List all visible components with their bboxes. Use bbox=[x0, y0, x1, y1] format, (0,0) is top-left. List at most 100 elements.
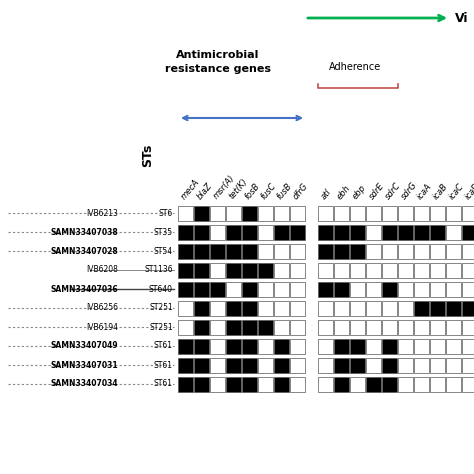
Bar bbox=[210, 301, 226, 316]
Bar bbox=[399, 376, 413, 392]
Bar bbox=[194, 263, 210, 277]
Bar bbox=[430, 225, 446, 239]
Text: icaD: icaD bbox=[463, 181, 474, 201]
Bar bbox=[350, 282, 365, 297]
Bar bbox=[350, 376, 365, 392]
Bar bbox=[399, 282, 413, 297]
Bar bbox=[243, 206, 257, 220]
Bar bbox=[210, 244, 226, 258]
Bar bbox=[274, 338, 290, 354]
Bar bbox=[383, 301, 398, 316]
Bar bbox=[335, 206, 349, 220]
Text: ebh: ebh bbox=[335, 183, 352, 201]
Bar bbox=[447, 301, 462, 316]
Bar bbox=[258, 244, 273, 258]
Bar bbox=[258, 357, 273, 373]
Bar bbox=[335, 376, 349, 392]
Bar bbox=[319, 282, 334, 297]
Bar bbox=[179, 244, 193, 258]
Bar bbox=[210, 263, 226, 277]
Bar bbox=[366, 338, 382, 354]
Bar bbox=[227, 357, 241, 373]
Bar bbox=[463, 206, 474, 220]
Bar bbox=[194, 225, 210, 239]
Text: ST1136: ST1136 bbox=[145, 265, 173, 274]
Bar bbox=[447, 376, 462, 392]
Bar bbox=[350, 338, 365, 354]
Bar bbox=[194, 319, 210, 335]
Bar bbox=[243, 376, 257, 392]
Bar bbox=[414, 319, 429, 335]
Bar bbox=[335, 301, 349, 316]
Bar bbox=[335, 282, 349, 297]
Text: SAMN33407038: SAMN33407038 bbox=[50, 228, 118, 237]
Bar bbox=[430, 301, 446, 316]
Bar bbox=[258, 301, 273, 316]
Bar bbox=[463, 376, 474, 392]
Bar bbox=[335, 263, 349, 277]
Text: ST61: ST61 bbox=[154, 380, 173, 389]
Bar bbox=[350, 319, 365, 335]
Bar bbox=[414, 357, 429, 373]
Bar bbox=[383, 319, 398, 335]
Bar bbox=[227, 244, 241, 258]
Bar bbox=[383, 263, 398, 277]
Bar bbox=[243, 319, 257, 335]
Bar bbox=[274, 263, 290, 277]
Bar bbox=[319, 244, 334, 258]
Text: Vi: Vi bbox=[455, 11, 468, 25]
Bar bbox=[414, 282, 429, 297]
Bar bbox=[399, 225, 413, 239]
Bar bbox=[291, 376, 306, 392]
Bar bbox=[335, 244, 349, 258]
Bar bbox=[227, 376, 241, 392]
Bar bbox=[463, 244, 474, 258]
Bar bbox=[399, 357, 413, 373]
Bar bbox=[319, 263, 334, 277]
Bar bbox=[366, 376, 382, 392]
Bar bbox=[366, 282, 382, 297]
Bar bbox=[414, 376, 429, 392]
Text: SAMN33407049: SAMN33407049 bbox=[50, 341, 118, 350]
Bar bbox=[383, 225, 398, 239]
Bar bbox=[319, 376, 334, 392]
Bar bbox=[243, 338, 257, 354]
Bar bbox=[447, 244, 462, 258]
Text: fusB: fusB bbox=[275, 181, 294, 201]
Bar bbox=[383, 282, 398, 297]
Bar bbox=[179, 357, 193, 373]
Bar bbox=[350, 263, 365, 277]
Text: mecA: mecA bbox=[179, 177, 201, 201]
Bar bbox=[227, 319, 241, 335]
Text: sdrC: sdrC bbox=[383, 181, 402, 201]
Bar bbox=[430, 338, 446, 354]
Bar bbox=[399, 338, 413, 354]
Text: fosB: fosB bbox=[243, 181, 262, 201]
Bar bbox=[463, 338, 474, 354]
Bar bbox=[350, 225, 365, 239]
Bar bbox=[243, 282, 257, 297]
Bar bbox=[194, 244, 210, 258]
Bar bbox=[399, 301, 413, 316]
Bar bbox=[291, 338, 306, 354]
Bar bbox=[258, 376, 273, 392]
Bar bbox=[350, 301, 365, 316]
Bar bbox=[291, 225, 306, 239]
Bar bbox=[430, 376, 446, 392]
Bar bbox=[414, 244, 429, 258]
Text: SAMN33407034: SAMN33407034 bbox=[50, 380, 118, 389]
Text: atl: atl bbox=[319, 187, 333, 201]
Bar bbox=[210, 225, 226, 239]
Bar bbox=[274, 225, 290, 239]
Bar bbox=[399, 244, 413, 258]
Text: ST251: ST251 bbox=[149, 303, 173, 312]
Bar bbox=[383, 244, 398, 258]
Bar bbox=[227, 225, 241, 239]
Text: sdrG: sdrG bbox=[399, 180, 419, 201]
Bar bbox=[366, 263, 382, 277]
Bar bbox=[430, 357, 446, 373]
Bar bbox=[463, 225, 474, 239]
Bar bbox=[179, 301, 193, 316]
Bar bbox=[243, 244, 257, 258]
Text: resistance genes: resistance genes bbox=[165, 64, 271, 74]
